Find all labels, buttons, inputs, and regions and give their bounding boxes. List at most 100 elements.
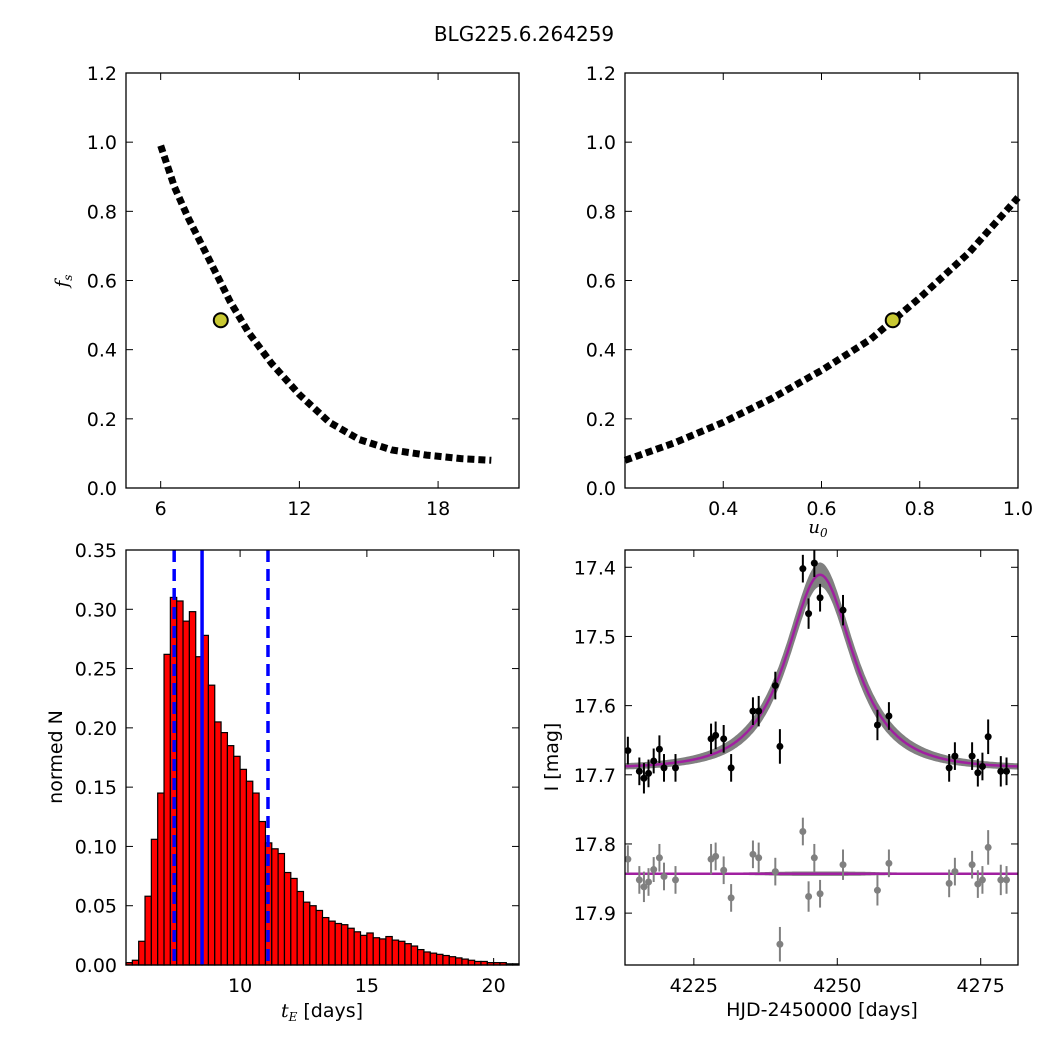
y-tick-label: 17.8 bbox=[574, 834, 616, 856]
y-tick-label: 0.2 bbox=[586, 409, 616, 431]
histogram-bar bbox=[334, 922, 343, 966]
figure-title: BLG225.6.264259 bbox=[434, 22, 614, 46]
data-point bbox=[873, 721, 881, 729]
histogram-bar bbox=[138, 940, 146, 966]
residual-point bbox=[1003, 876, 1011, 884]
histogram-bar bbox=[385, 935, 393, 966]
histogram-bar bbox=[410, 945, 419, 966]
residual-point bbox=[951, 868, 959, 876]
residual-point bbox=[749, 850, 757, 858]
residual-point bbox=[720, 866, 728, 874]
residual-point bbox=[640, 883, 648, 891]
data-point bbox=[755, 707, 763, 715]
x-axis-label: HJD-2450000 [days] bbox=[726, 999, 918, 1021]
x-tick-label: 4275 bbox=[957, 975, 1005, 997]
panel-fs-vs-tE: 6 12 18 0.0 0.2 0.4 0.6 0.8 1.0 1.2 fs bbox=[52, 63, 520, 520]
data-point bbox=[771, 682, 779, 690]
data-point bbox=[635, 767, 643, 775]
x-tick-label: 4250 bbox=[813, 975, 861, 997]
residual-point bbox=[712, 852, 720, 860]
histogram-bars bbox=[125, 550, 520, 966]
residual-point bbox=[810, 854, 818, 862]
y-tick-label: 0.10 bbox=[75, 836, 117, 858]
residual-point bbox=[984, 843, 992, 851]
residual-point bbox=[816, 890, 824, 898]
histogram-bar bbox=[423, 951, 431, 966]
residual-point bbox=[978, 876, 986, 884]
data-point bbox=[645, 769, 653, 777]
ticks: 10 15 20 0.00 0.05 0.10 0.15 0.20 0.25 0.30 0.35 bbox=[75, 540, 519, 997]
panel-tE-histogram: 10 15 20 0.00 0.05 0.10 0.15 0.20 0.25 0.30 0.35 n… bbox=[45, 540, 520, 1024]
residual-point bbox=[671, 876, 679, 884]
data-point bbox=[650, 757, 658, 765]
data-point bbox=[974, 769, 982, 777]
model-uncertainty-band bbox=[625, 562, 1018, 770]
histogram-bar bbox=[302, 901, 311, 966]
histogram-bar bbox=[435, 953, 444, 966]
model-curve bbox=[625, 573, 1018, 768]
ticks: 0.4 0.6 0.8 1.0 0.0 0.2 0.4 0.6 0.8 1.0 1.2 bbox=[586, 63, 1033, 520]
x-label-unit: [days] bbox=[297, 1000, 363, 1022]
y-label-subscript: s bbox=[61, 275, 75, 281]
histogram-bar bbox=[467, 959, 476, 966]
posterior-density-u0 bbox=[623, 195, 1021, 464]
histogram-bar bbox=[239, 768, 248, 966]
x-tick-label: 1.0 bbox=[1003, 498, 1033, 520]
histogram-bar bbox=[315, 909, 324, 966]
axes-frame bbox=[125, 549, 520, 966]
x-label-subscript: E bbox=[288, 1010, 298, 1024]
histogram-bar bbox=[214, 721, 222, 966]
data-point bbox=[885, 712, 893, 720]
histogram-bar bbox=[429, 952, 438, 966]
x-tick-label: 0.8 bbox=[905, 498, 935, 520]
axes-frame bbox=[624, 549, 1019, 966]
residual-point bbox=[650, 866, 658, 874]
y-tick-label: 0.4 bbox=[586, 340, 616, 362]
x-axis-label: tE [days] bbox=[281, 1000, 363, 1024]
residual-point bbox=[755, 854, 763, 862]
core-region bbox=[623, 195, 1021, 464]
histogram-bar bbox=[347, 927, 355, 966]
x-tick-label: 20 bbox=[482, 975, 506, 997]
y-axis-label: fs bbox=[52, 275, 75, 290]
y-tick-label: 0.35 bbox=[75, 540, 117, 562]
residual-point bbox=[635, 876, 643, 884]
x-tick-label: 4225 bbox=[670, 975, 718, 997]
y-tick-label: 0.05 bbox=[75, 896, 117, 918]
x-label-main: u bbox=[808, 517, 820, 538]
data-point bbox=[945, 764, 953, 772]
residual-point bbox=[776, 940, 784, 948]
histogram-bar bbox=[328, 920, 336, 966]
residual-point bbox=[727, 894, 735, 902]
data-point bbox=[839, 606, 847, 614]
data-point bbox=[625, 747, 632, 755]
histogram-bar bbox=[353, 931, 362, 966]
y-tick-label: 17.4 bbox=[574, 557, 616, 579]
histogram-bar bbox=[290, 877, 298, 966]
data-point bbox=[816, 594, 824, 602]
y-tick-label: 0.8 bbox=[586, 201, 616, 223]
histogram-bar bbox=[131, 959, 140, 966]
ticks: 6 12 18 0.0 0.2 0.4 0.6 0.8 1.0 1.2 bbox=[87, 63, 519, 520]
residual-point bbox=[645, 878, 653, 886]
histogram-bar bbox=[144, 895, 152, 966]
residual-point bbox=[968, 861, 976, 869]
x-tick-label: 0.4 bbox=[708, 498, 738, 520]
data-point bbox=[978, 762, 986, 770]
histogram-bar bbox=[271, 848, 279, 966]
histogram-bar bbox=[391, 939, 400, 966]
x-tick-label: 6 bbox=[155, 498, 167, 520]
data-point bbox=[712, 731, 720, 739]
residual-point bbox=[771, 868, 779, 876]
histogram-bar bbox=[245, 780, 254, 966]
data-point bbox=[968, 752, 976, 760]
data-point bbox=[799, 565, 807, 573]
x-tick-label: 18 bbox=[426, 498, 450, 520]
x-tick-label: 10 bbox=[228, 975, 252, 997]
histogram-bar bbox=[448, 956, 457, 966]
histogram-bar bbox=[366, 932, 374, 966]
data-point bbox=[810, 559, 818, 567]
data-point bbox=[984, 733, 992, 741]
y-tick-label: 1.2 bbox=[586, 63, 616, 85]
